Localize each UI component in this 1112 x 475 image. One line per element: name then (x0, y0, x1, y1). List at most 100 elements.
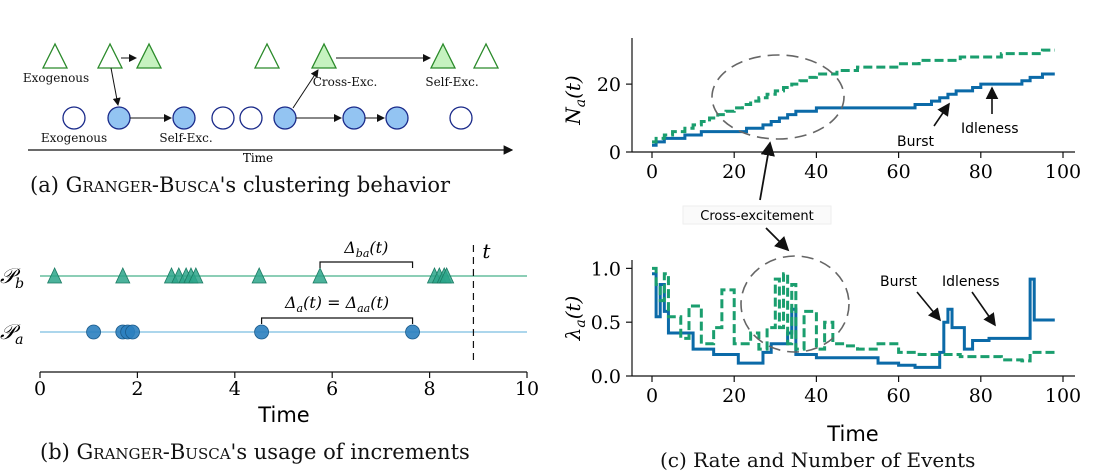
triangle-exogenous-4 (472, 42, 500, 69)
c-bot-series-blue (652, 272, 1055, 369)
point-a-5 (405, 324, 420, 340)
c-top-xtick-label-0: 0 (646, 161, 658, 183)
panel-a-diagram: Time Exogenous Exogenous (23, 42, 514, 165)
b-xtick-label-4: 8 (424, 378, 436, 400)
c-top-ylabel: Na(t) (561, 75, 589, 126)
c-bot-xtick-label-5: 100 (1045, 385, 1081, 407)
c-top-burst-arrow (933, 102, 950, 127)
panel-c-top-chart: 0 20 40 60 80 100 0 20 Na(t) Burst Idleness (561, 38, 1081, 183)
circle-exogenous-4 (449, 106, 473, 130)
c-bot-xlabel: Time (826, 422, 878, 446)
c-bot-cross-ellipse (740, 255, 850, 353)
c-top-series-green (652, 48, 1055, 144)
arrow-tri-circle (110, 67, 121, 106)
c-top-ytick-label-0: 0 (609, 142, 621, 164)
c-bot-series-green (652, 266, 1055, 363)
point-b-12 (439, 267, 455, 284)
time-label-a: Time (243, 151, 273, 165)
panel-b-chart: t 𝒫b 𝒫a Δba(t) Δa(t) = Δaa(t) 0 2 4 6 8 10 Ti… (0, 238, 539, 427)
c-bot-xtick-label-2: 40 (804, 385, 828, 407)
label-self-exc-top: Self-Exc. (425, 75, 478, 89)
caption-b-prefix: (b) (40, 440, 70, 464)
delta-ba-bracket (319, 261, 414, 268)
b-xtick-label-5: 10 (515, 378, 539, 400)
point-b-0 (46, 267, 63, 284)
b-xtick-label-3: 6 (326, 378, 338, 400)
b-xtick-label-2: 4 (229, 378, 241, 400)
cross-excitement-annotation: Cross-excitement (682, 141, 832, 252)
triangle-self-1 (135, 42, 163, 69)
c-top-xtick-label-1: 20 (722, 161, 746, 183)
point-b-8 (312, 267, 328, 284)
point-a-3 (125, 324, 140, 340)
cross-label-box (682, 205, 832, 225)
caption-a-name: Granger-Busca (65, 173, 220, 197)
panel-c-bottom-chart: 0 20 40 60 80 100 0.0 0.5 1.0 λa(t) Burst Idlene… (561, 255, 1081, 446)
c-top-burst-label: Burst (897, 134, 935, 150)
circle-cross-1 (107, 106, 131, 130)
c-top-xtick-label-2: 40 (804, 161, 828, 183)
c-bot-idleness-arrow (971, 291, 996, 327)
c-top-ytick-label-1: 20 (597, 74, 621, 96)
cross-arrow-down (765, 227, 790, 252)
point-a-0 (86, 324, 101, 340)
label-exogenous-bottom: Exogenous (41, 131, 107, 145)
c-bot-idleness-label: Idleness (942, 274, 1000, 290)
c-bot-burst-label: Burst (880, 274, 918, 290)
triangle-cross (310, 42, 338, 69)
cross-arrow-up (759, 141, 775, 201)
point-b-1 (115, 267, 131, 284)
c-top-xtick-label-4: 80 (969, 161, 993, 183)
c-bot-xtick-label-1: 20 (722, 385, 746, 407)
delta-aa-bracket (260, 317, 414, 324)
b-xlabel: Time (257, 403, 309, 427)
c-bot-ylabel: λa(t) (561, 296, 589, 342)
b-xtick-label-1: 2 (131, 378, 143, 400)
triangle-exogenous-2 (96, 42, 124, 69)
caption-a-prefix: (a) (30, 173, 59, 197)
triangle-exogenous-1 (41, 42, 69, 69)
c-top-xtick-label-5: 100 (1045, 161, 1081, 183)
label-cross-exc: Cross-Exc. (313, 75, 378, 89)
delta-ba-label: Δba(t) (343, 238, 388, 260)
circle-exogenous-3 (239, 106, 263, 130)
point-b-7 (251, 267, 267, 284)
c-bot-xtick-label-0: 0 (646, 385, 658, 407)
circle-self-1 (172, 106, 196, 130)
triangle-self-2 (429, 42, 457, 69)
caption-b-rest: 's usage of increments (230, 440, 470, 464)
caption-c: (c) Rate and Number of Events (660, 448, 976, 472)
c-bot-xtick-label-3: 60 (887, 385, 911, 407)
c-bot-burst-arrow (916, 291, 942, 322)
c-bot-xtick-label-4: 80 (969, 385, 993, 407)
c-bot-ytick-label-2: 1.0 (591, 258, 621, 280)
circle-self-4 (385, 106, 409, 130)
circle-self-2 (273, 106, 297, 130)
c-bot-ytick-label-1: 0.5 (591, 312, 621, 334)
circle-self-3 (342, 106, 366, 130)
c-top-series-blue (652, 72, 1055, 147)
c-top-cross-ellipse (711, 54, 845, 140)
point-b-6 (188, 267, 204, 284)
t-label: t (482, 239, 491, 263)
caption-b: (b) Granger-Busca's usage of increments (40, 440, 470, 464)
caption-a: (a) Granger-Busca's clustering behavior (30, 173, 450, 197)
label-exogenous-top: Exogenous (23, 71, 89, 85)
triangle-exogenous-3 (253, 42, 281, 69)
label-self-exc-bottom: Self-Exc. (159, 131, 212, 145)
c-bot-ytick-label-0: 0.0 (591, 366, 621, 388)
caption-a-rest: 's clustering behavior (219, 173, 451, 197)
c-top-xtick-label-3: 60 (887, 161, 911, 183)
delta-aa-label: Δa(t) = Δaa(t) (284, 293, 389, 315)
row-b-label: 𝒫b (0, 264, 24, 292)
point-a-4 (254, 324, 269, 340)
arrow-circle-tri (292, 69, 319, 109)
b-xtick-label-0: 0 (34, 378, 46, 400)
row-a-label: 𝒫a (0, 320, 24, 348)
caption-b-name: Granger-Busca (76, 440, 231, 464)
c-top-idleness-label: Idleness (961, 121, 1019, 137)
cross-label: Cross-excitement (700, 209, 813, 224)
circle-exogenous-2 (211, 106, 235, 130)
circle-exogenous-1 (62, 106, 86, 130)
